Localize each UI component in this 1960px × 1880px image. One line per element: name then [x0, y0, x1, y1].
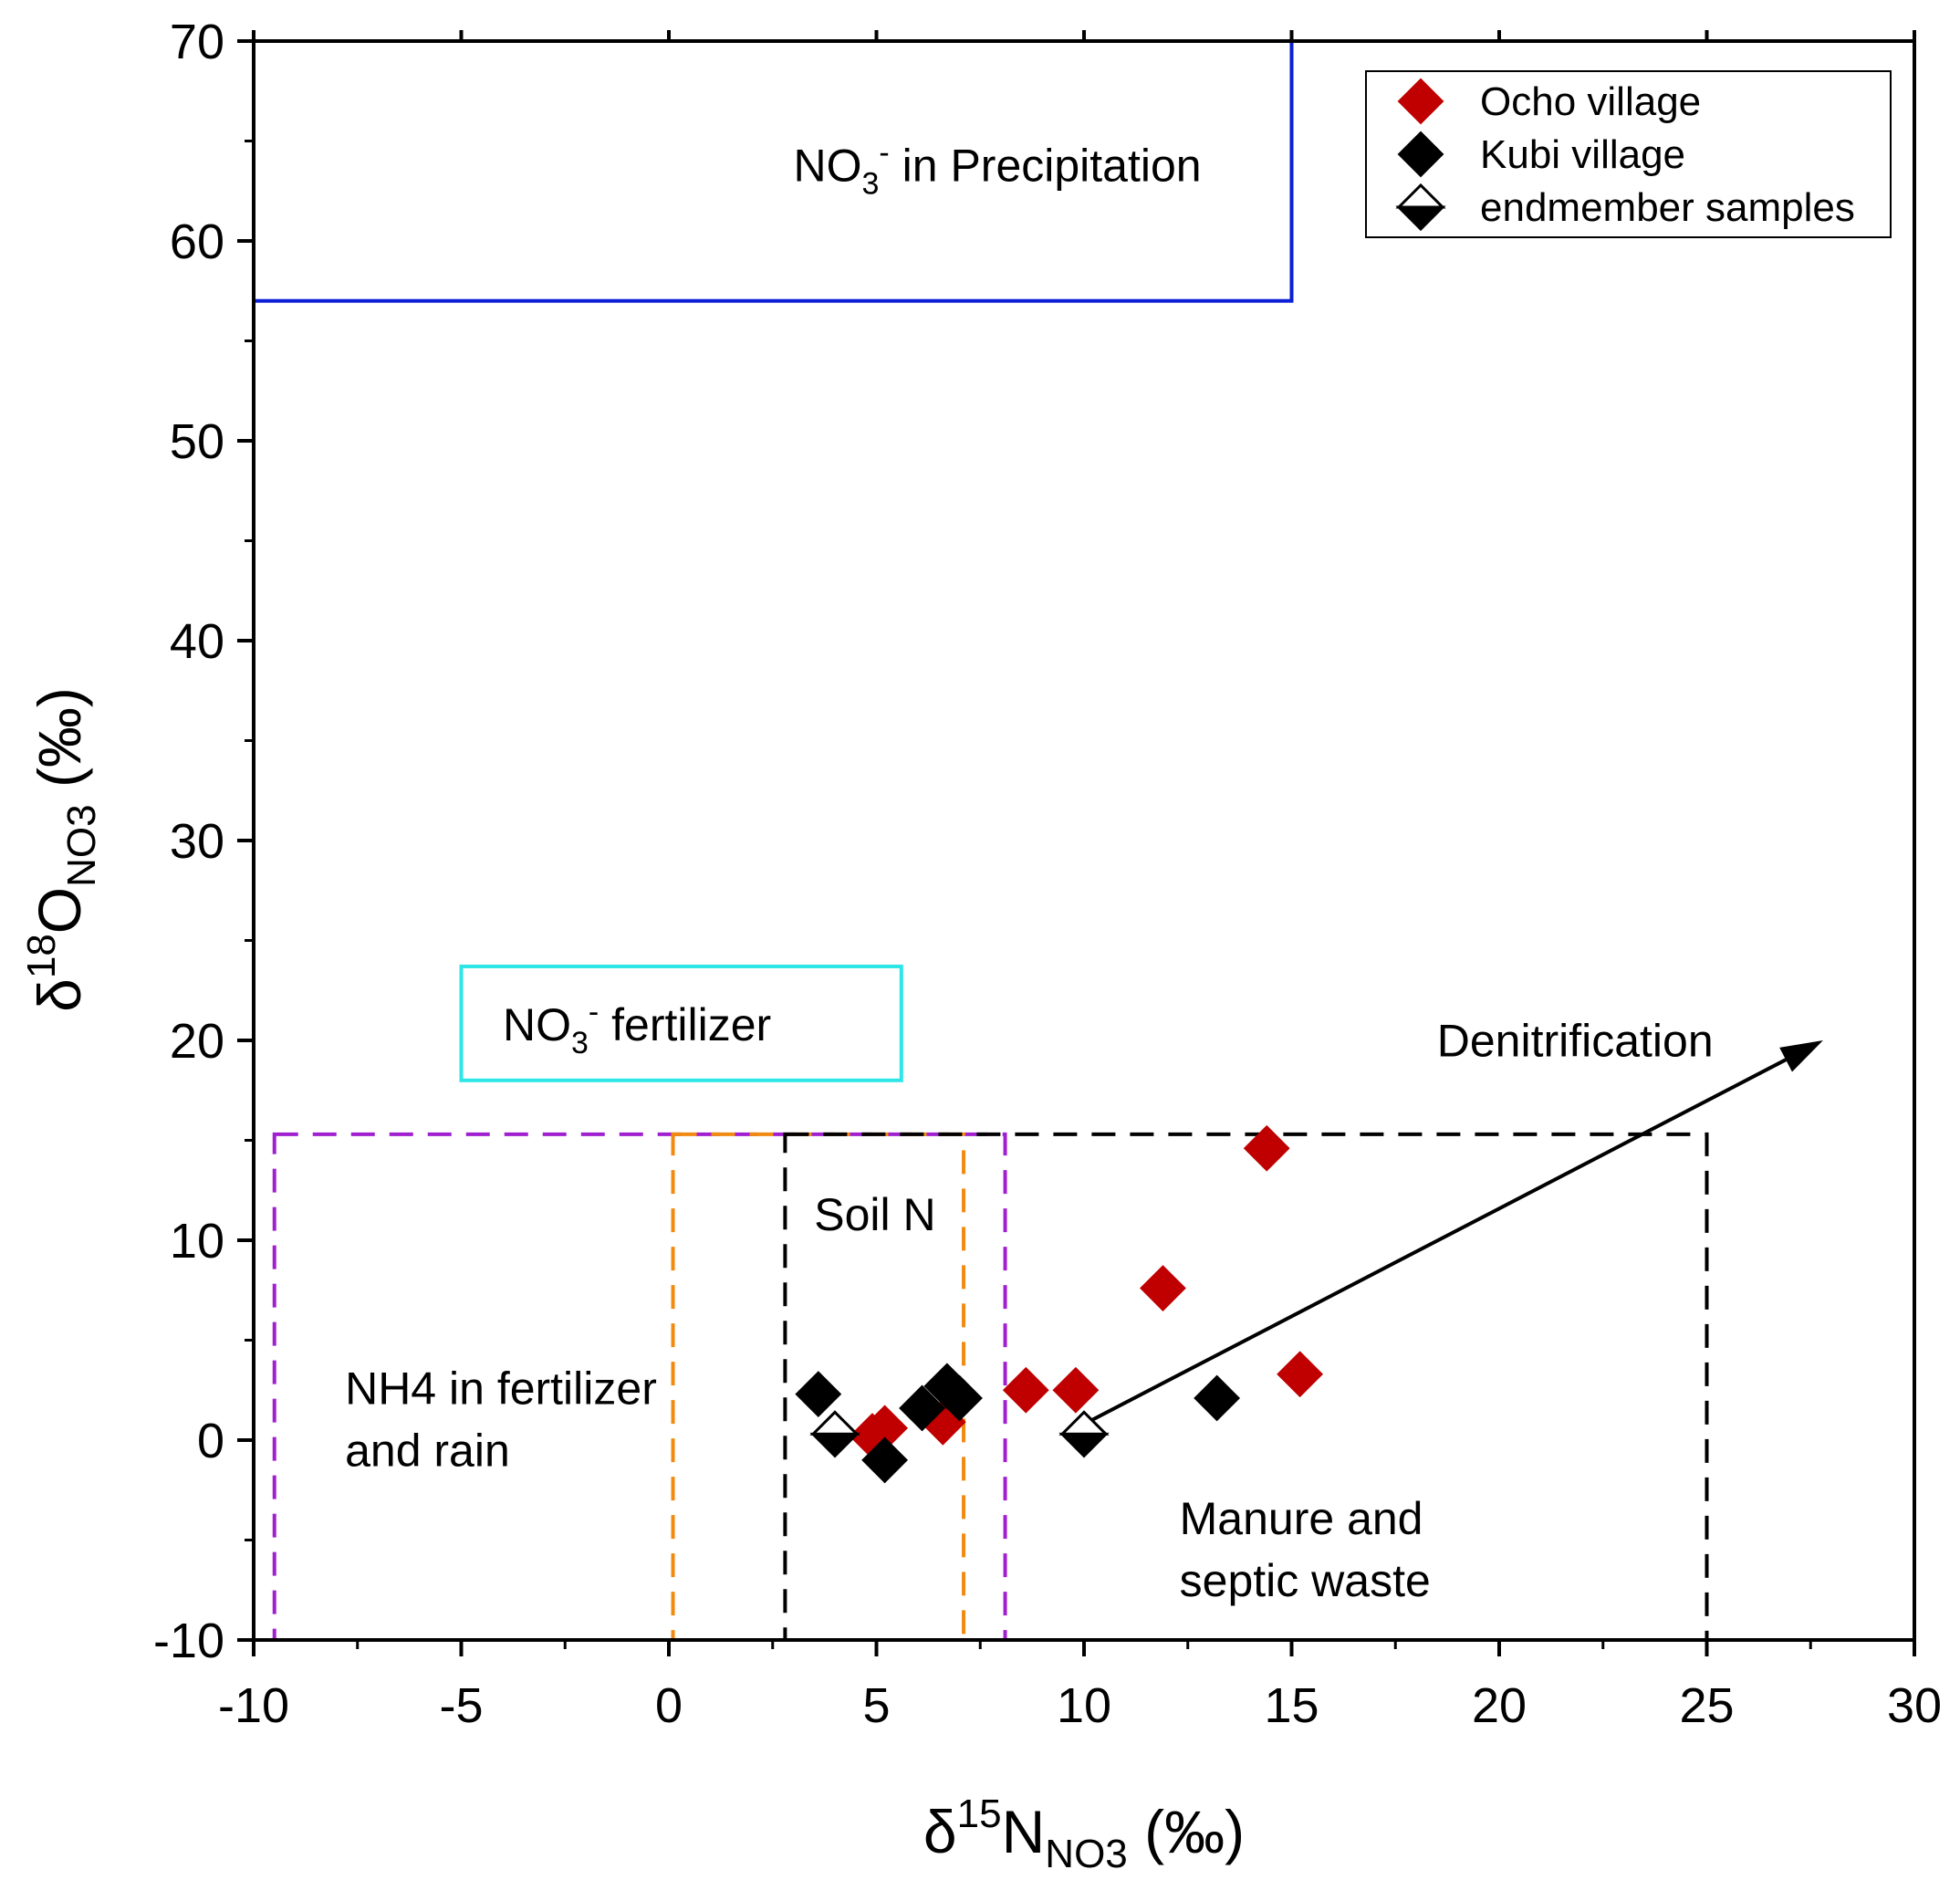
point-kubi-village-5 — [1194, 1374, 1241, 1422]
region-label-precipitation: NO3- in Precipitation — [794, 135, 1202, 201]
legend-box — [1365, 70, 1892, 238]
legend: Ocho village Kubi village endmember sample… — [1365, 70, 1892, 238]
marker-lower-half — [809, 1432, 860, 1458]
annotation-denitrification: Denitrification — [1437, 1016, 1714, 1067]
y-axis-title: δ18ONO3 (‰) — [19, 687, 104, 1012]
y-tick-label: 10 — [170, 1214, 224, 1269]
point-endmember-samples-0 — [809, 1410, 860, 1458]
y-tick-label: 50 — [170, 414, 224, 469]
point-kubi-village-2 — [899, 1384, 945, 1432]
region-boxes: NO3- in Precipitation NO3- fertilizer NH4 … — [252, 39, 1709, 1643]
x-tick-label: -10 — [218, 1678, 289, 1733]
legend-marker-1 — [1397, 131, 1444, 178]
point-ocho-village-5 — [1140, 1265, 1186, 1311]
y-tick-label: 30 — [170, 814, 224, 869]
point-ocho-village-7 — [1277, 1351, 1324, 1398]
point-kubi-village-4 — [936, 1374, 983, 1422]
legend-label-1: Kubi village — [1480, 132, 1685, 177]
y-tick-label: -10 — [153, 1614, 224, 1668]
region-label-soil-n-0: Soil N — [814, 1189, 935, 1240]
x-tick-label: 20 — [1472, 1678, 1527, 1733]
y-tick-label: 20 — [170, 1014, 224, 1069]
legend-marker-0 — [1397, 78, 1444, 125]
region-box-no3-fertilizer — [459, 964, 903, 1082]
denitrification-arrow: Denitrification — [1083, 1016, 1823, 1426]
y-tick-label: 60 — [170, 214, 224, 269]
region-label-nh4-fertilizer-0: NH4 in fertilizer — [345, 1363, 657, 1415]
legend-label-2: endmember samples — [1480, 185, 1855, 230]
x-tick-label: 0 — [655, 1678, 683, 1733]
region-box-nh4-fertilizer — [272, 1132, 1007, 1643]
point-kubi-village-0 — [795, 1371, 842, 1418]
point-kubi-village-1 — [861, 1436, 909, 1484]
arrow-head — [1779, 1040, 1823, 1072]
region-label-no3-fertilizer: NO3- fertilizer — [503, 995, 771, 1060]
arrow-shaft — [1083, 1058, 1787, 1426]
x-tick-label: 30 — [1887, 1678, 1942, 1733]
point-ocho-village-6 — [1243, 1124, 1290, 1172]
marker-lower-half — [1395, 205, 1446, 232]
region-label-nh4-fertilizer-1: and rain — [345, 1426, 510, 1477]
x-tick-label: 5 — [862, 1678, 890, 1733]
axes: -10 -5 0 5 10 15 20 25 30 -10 0 10 20 30 40 50 60 70 δ15NN… — [19, 15, 1942, 1876]
point-endmember-samples-1 — [1058, 1410, 1110, 1458]
point-ocho-village-4 — [1052, 1366, 1100, 1414]
region-label-manure-1: septic waste — [1180, 1555, 1431, 1606]
x-tick-label: 25 — [1679, 1678, 1734, 1733]
data-points — [795, 1124, 1324, 1484]
legend-label-0: Ocho village — [1480, 79, 1701, 124]
marker-lower-half — [1058, 1432, 1110, 1458]
legend-marker-2 — [1395, 183, 1446, 232]
point-ocho-village-3 — [1002, 1366, 1049, 1414]
y-tick-label: 40 — [170, 614, 224, 669]
x-tick-label: -5 — [439, 1678, 483, 1733]
x-axis-title: δ15NNO3 (‰) — [923, 1791, 1245, 1876]
region-label-manure-0: Manure and — [1180, 1493, 1423, 1544]
y-tick-label: 0 — [197, 1414, 224, 1468]
x-tick-label: 10 — [1057, 1678, 1111, 1733]
y-tick-label: 70 — [170, 15, 224, 69]
x-tick-label: 15 — [1264, 1678, 1319, 1733]
